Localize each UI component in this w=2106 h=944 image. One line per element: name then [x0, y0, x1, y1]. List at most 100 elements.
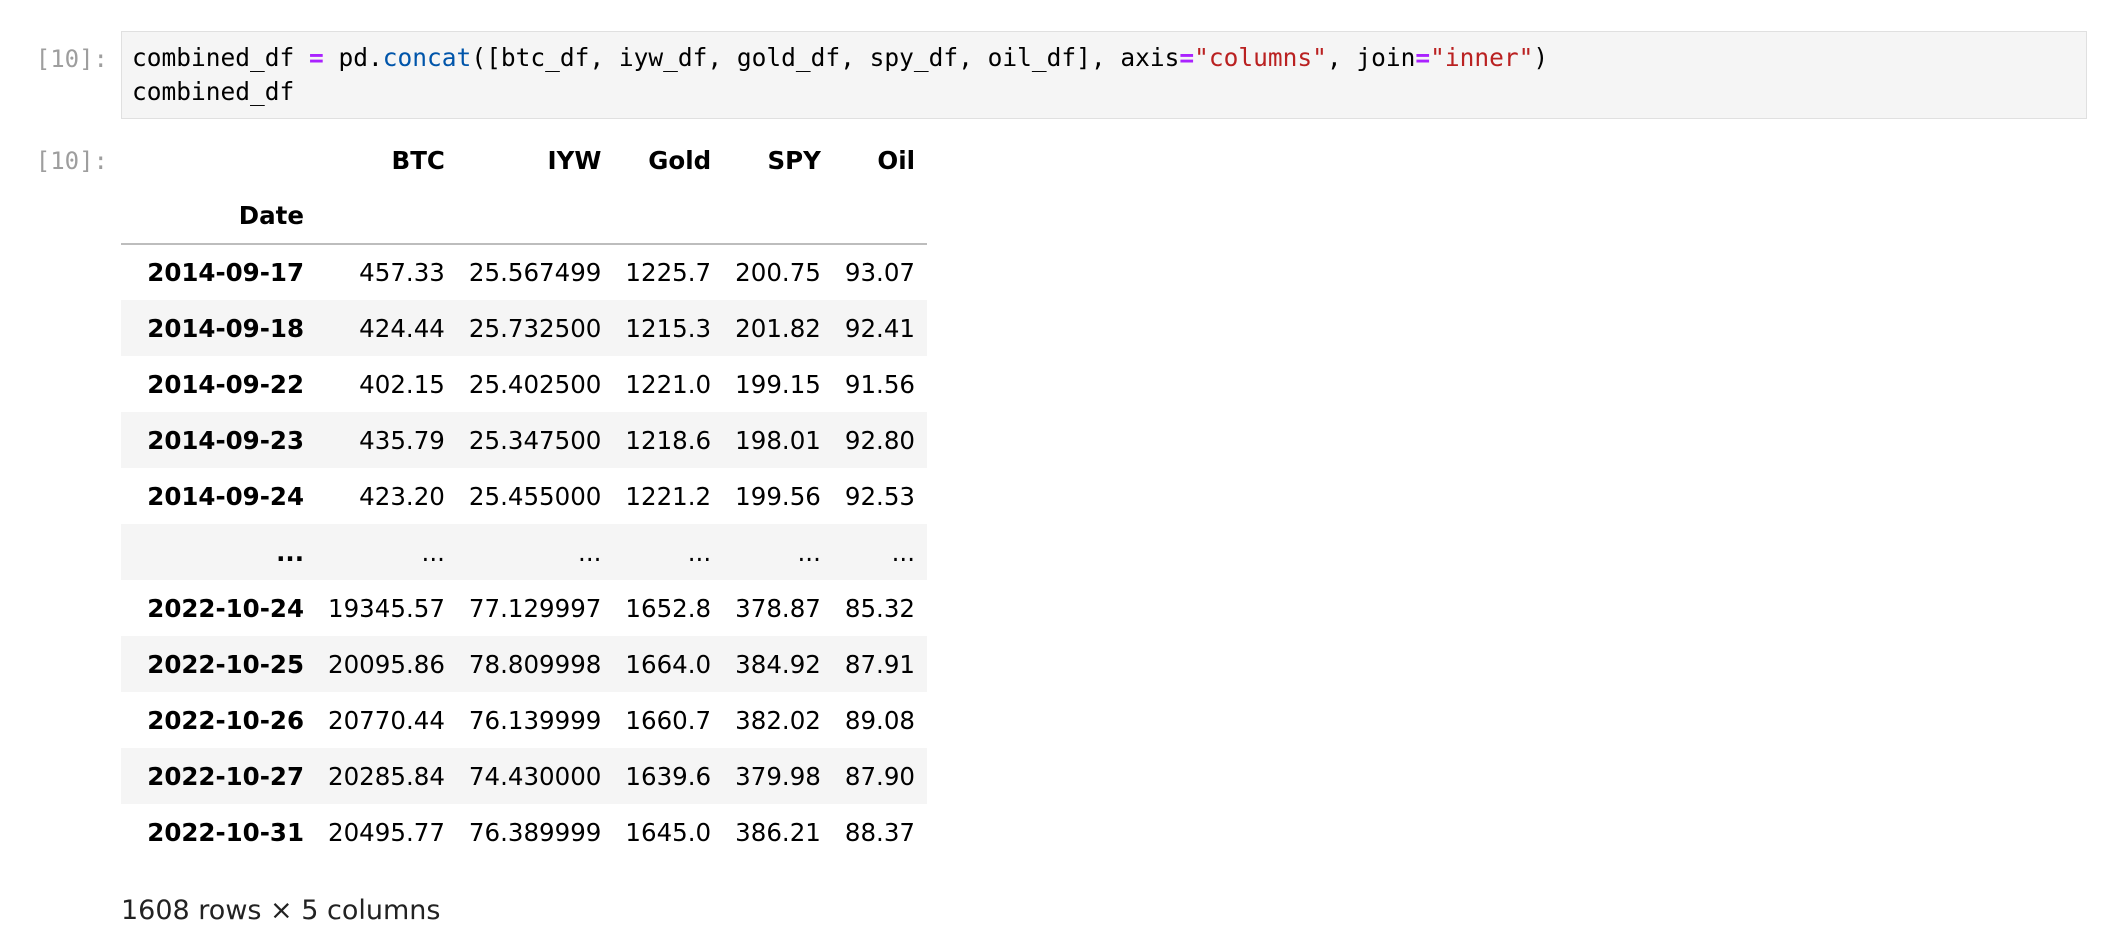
empty-header-cell — [723, 188, 833, 244]
table-cell: 199.56 — [735, 481, 821, 511]
table-cell: 91.56 — [844, 369, 916, 399]
column-header: Oil — [877, 145, 916, 175]
code-cell-editor[interactable]: combined_df = pd.concat([btc_df, iyw_df,… — [121, 31, 2087, 119]
table-row: 2022-10-31 20495.77 76.389999 1645.0 386… — [121, 804, 927, 860]
cell-output: BTC IYW Gold SPY Oil Date 2014-09-17 457… — [121, 132, 928, 860]
table-cell: 20495.77 — [328, 817, 445, 847]
table-cell: 424.44 — [359, 313, 445, 343]
empty-header-cell — [613, 188, 723, 244]
code-token-function: concat — [382, 43, 472, 72]
table-cell: 1652.8 — [625, 593, 712, 623]
table-cell: 1660.7 — [625, 705, 712, 735]
table-row: 2022-10-25 20095.86 78.809998 1664.0 384… — [121, 636, 928, 692]
dataframe-table: BTC IYW Gold SPY Oil Date 2014-09-17 457… — [121, 132, 928, 860]
table-cell: 1218.6 — [625, 425, 712, 455]
code-line-1: combined_df = pd.concat([btc_df, iyw_df,… — [132, 43, 1548, 72]
dataframe-shape-note: 1608 rows × 5 columns — [121, 895, 441, 926]
table-cell: 435.79 — [359, 425, 445, 455]
table-row: 2014-09-23 435.79 25.347500 1218.6 198.0… — [121, 412, 928, 468]
table-cell: 77.129997 — [468, 593, 602, 623]
table-cell: 1664.0 — [625, 649, 712, 679]
table-cell: 382.02 — [735, 705, 821, 735]
row-index-label: 2022-10-26 — [147, 705, 304, 735]
table-cell: 87.90 — [844, 761, 916, 791]
table-row: 2022-10-26 20770.44 76.139999 1660.7 382… — [121, 692, 927, 748]
table-cell: ... — [421, 537, 445, 567]
column-header-row: BTC IYW Gold SPY Oil — [121, 132, 927, 188]
table-row: 2014-09-18 424.44 25.732500 1215.3 201.8… — [121, 300, 928, 356]
table-cell: ... — [687, 537, 712, 567]
table-cell: 386.21 — [735, 817, 821, 847]
table-cell: 1639.6 — [625, 761, 712, 791]
table-cell: 379.98 — [735, 761, 821, 791]
index-name-row: Date — [121, 188, 928, 244]
table-cell: 25.455000 — [468, 481, 602, 511]
code-token: ) — [1533, 43, 1549, 72]
code-token-operator: = — [1415, 43, 1431, 72]
table-cell: 85.32 — [844, 593, 916, 623]
table-cell: 200.75 — [735, 258, 821, 287]
table-cell: 92.80 — [844, 425, 916, 455]
row-index-label: 2014-09-17 — [147, 258, 304, 287]
table-cell: 93.07 — [844, 258, 916, 287]
row-index-label: 2014-09-22 — [147, 369, 304, 399]
row-index-label: 2022-10-25 — [147, 649, 304, 679]
code-token: pd. — [323, 43, 383, 72]
table-row: 2022-10-24 19345.57 77.129997 1652.8 378… — [121, 580, 927, 636]
table-cell: 25.402500 — [468, 369, 602, 399]
table-cell: 1225.7 — [625, 258, 712, 287]
table-row: 2014-09-24 423.20 25.455000 1221.2 199.5… — [121, 468, 927, 524]
corner-header — [121, 132, 316, 188]
table-cell: 378.87 — [735, 593, 821, 623]
code-token: combined_df — [132, 43, 310, 72]
column-header: Gold — [648, 145, 712, 175]
table-cell: 74.430000 — [468, 761, 602, 791]
table-cell: 1221.2 — [625, 481, 712, 511]
table-cell: 25.567499 — [468, 258, 602, 287]
table-cell: 402.15 — [359, 369, 445, 399]
row-index-label: 2022-10-31 — [147, 817, 304, 847]
column-header: SPY — [767, 145, 821, 175]
table-cell: 457.33 — [359, 258, 445, 287]
table-cell: ... — [797, 537, 821, 567]
code-token: ([btc_df, iyw_df, gold_df, spy_df, oil_d… — [471, 43, 1180, 72]
code-token-operator: = — [309, 43, 324, 72]
table-row: 2014-09-17 457.33 25.567499 1225.7 200.7… — [121, 244, 927, 300]
ellipsis-row: ... ... ... ... ... ... — [121, 524, 928, 580]
row-index-label: 2014-09-18 — [147, 313, 304, 343]
table-cell: 25.732500 — [468, 313, 602, 343]
table-cell: 76.139999 — [468, 705, 602, 735]
empty-header-cell — [316, 188, 457, 244]
table-cell: 20285.84 — [328, 761, 445, 791]
output-prompt: [10]: — [35, 147, 108, 175]
empty-header-cell — [457, 188, 614, 244]
row-index-label: 2022-10-24 — [147, 593, 304, 623]
table-cell: 198.01 — [735, 425, 821, 455]
table-cell: 92.53 — [844, 481, 916, 511]
input-prompt: [10]: — [35, 45, 108, 73]
table-cell: 20770.44 — [328, 705, 445, 735]
row-index-label: 2014-09-23 — [147, 425, 304, 455]
table-cell: 199.15 — [735, 369, 821, 399]
table-cell: 89.08 — [844, 705, 916, 735]
column-header: BTC — [391, 145, 445, 175]
table-cell: 87.91 — [844, 649, 916, 679]
table-body: 2014-09-17 457.33 25.567499 1225.7 200.7… — [121, 244, 928, 860]
table-row: 2022-10-27 20285.84 74.430000 1639.6 379… — [121, 748, 928, 804]
code-token-string: "columns" — [1194, 43, 1327, 72]
row-index-label: 2022-10-27 — [147, 761, 304, 791]
column-header: IYW — [547, 145, 602, 175]
index-name-header: Date — [238, 201, 304, 230]
table-cell: 92.41 — [844, 313, 916, 343]
table-cell: 78.809998 — [468, 649, 602, 679]
code-line-2: combined_df — [132, 77, 295, 106]
empty-header-cell — [833, 188, 927, 244]
table-cell: 1221.0 — [625, 369, 712, 399]
row-index-label: ... — [276, 537, 304, 567]
table-cell: 423.20 — [359, 481, 445, 511]
table-cell: 25.347500 — [468, 425, 602, 455]
row-index-label: 2014-09-24 — [147, 481, 304, 511]
table-cell: 19345.57 — [328, 593, 445, 623]
table-cell: 1645.0 — [625, 817, 712, 847]
code-token: , join — [1326, 43, 1416, 72]
